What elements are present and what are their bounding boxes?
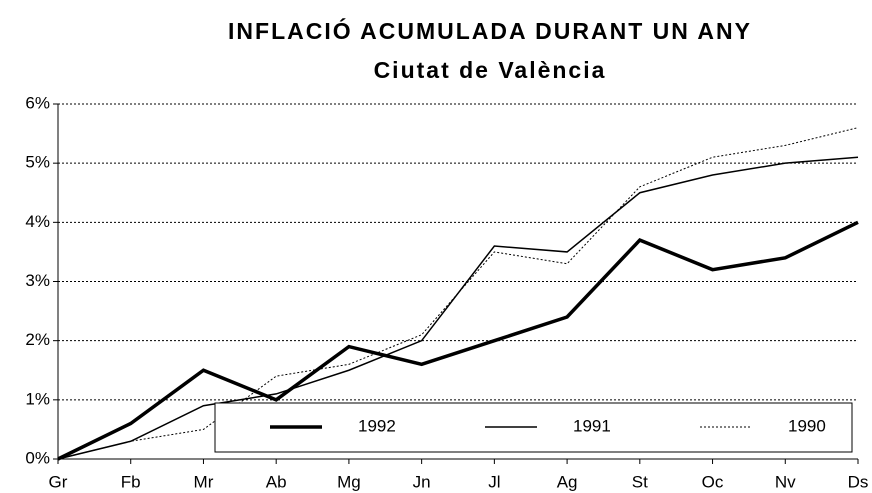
x-tick-label: Nv <box>775 472 796 491</box>
x-tick-label: Ds <box>848 472 869 491</box>
y-tick-label: 6% <box>25 93 50 112</box>
x-tick-label: Mg <box>337 472 361 491</box>
y-tick-label: 4% <box>25 212 50 231</box>
y-tick-label: 2% <box>25 330 50 349</box>
x-tick-label: St <box>632 472 648 491</box>
y-tick-label: 0% <box>25 448 50 467</box>
chart-subtitle: Ciutat de València <box>374 57 607 83</box>
y-tick-label: 3% <box>25 271 50 290</box>
x-tick-label: Gr <box>49 472 68 491</box>
x-tick-label: Ab <box>266 472 287 491</box>
legend-label: 1992 <box>358 416 396 435</box>
x-tick-label: Jn <box>413 472 431 491</box>
line-series <box>57 220 859 461</box>
x-tick-label: Mr <box>194 472 214 491</box>
x-tick-label: Ag <box>557 472 578 491</box>
x-tick-label: Fb <box>121 472 141 491</box>
y-tick-label: 1% <box>25 389 50 408</box>
legend-label: 1991 <box>573 416 611 435</box>
legend-label: 1990 <box>788 416 826 435</box>
chart-title: INFLACIÓ ACUMULADA DURANT UN ANY <box>228 17 752 44</box>
x-tick-label: Oc <box>702 472 724 491</box>
y-tick-label: 5% <box>25 153 50 172</box>
x-tick-label: Jl <box>488 472 500 491</box>
line-series <box>57 127 859 460</box>
